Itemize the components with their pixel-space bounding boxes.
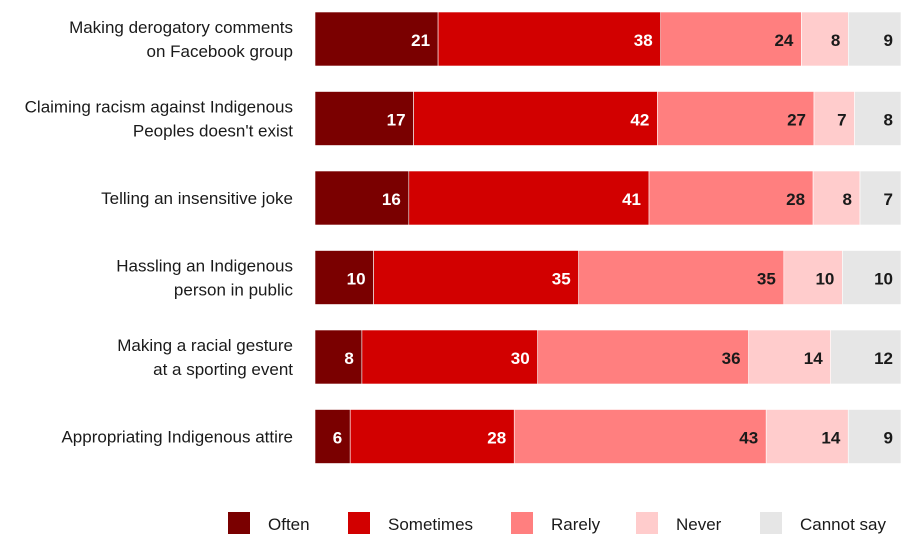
- bar-segment: [413, 91, 658, 146]
- data-label: 12: [874, 349, 893, 368]
- data-label: 9: [884, 429, 893, 448]
- bar-segment: [830, 329, 902, 385]
- legend-swatch: [228, 512, 250, 534]
- legend-label: Never: [676, 515, 722, 534]
- bar-segment: [314, 11, 439, 67]
- category-label: Appropriating Indigenous attire: [61, 428, 293, 447]
- data-label: 9: [884, 31, 893, 50]
- bar-segment: [812, 170, 861, 226]
- bar-segment: [314, 170, 410, 226]
- data-label: 6: [333, 429, 342, 448]
- data-label: 8: [843, 190, 852, 209]
- bar-segment: [349, 409, 515, 464]
- legend-swatch: [760, 512, 782, 534]
- bars-group: 21 38 24 8 9 17 42 27 7 8 16 41 28 8 7 10 35 35 10 10 8 30 36 1…: [314, 11, 902, 464]
- data-label: 10: [874, 270, 893, 289]
- bar-segment: [437, 11, 662, 67]
- data-label: 36: [722, 349, 741, 368]
- bar-segment: [373, 250, 580, 305]
- legend-swatch: [636, 512, 658, 534]
- bar-segment: [656, 91, 815, 146]
- bar-segment: [314, 409, 351, 464]
- data-label: 7: [837, 111, 846, 130]
- bar-segment: [408, 170, 650, 226]
- legend-label: Rarely: [551, 515, 601, 534]
- category-label: Peoples doesn't exist: [133, 122, 293, 141]
- bar-segment: [314, 91, 414, 146]
- data-label: 38: [634, 31, 653, 50]
- data-label: 21: [411, 31, 430, 50]
- bar-segment: [513, 409, 767, 464]
- data-label: 35: [757, 270, 776, 289]
- category-label: Hassling an Indigenous: [116, 257, 293, 276]
- data-label: 28: [487, 429, 506, 448]
- data-label: 30: [511, 349, 530, 368]
- category-label: at a sporting event: [153, 360, 293, 379]
- category-labels: Making derogatory comments on Facebook gr…: [25, 18, 294, 447]
- data-label: 17: [387, 111, 406, 130]
- legend-label: Cannot say: [800, 515, 886, 534]
- bar-segment: [854, 91, 902, 146]
- data-label: 16: [382, 190, 401, 209]
- bar-segment: [847, 11, 902, 67]
- data-label: 42: [630, 111, 649, 130]
- bar-segment: [847, 409, 902, 464]
- category-label: on Facebook group: [147, 42, 294, 61]
- bar-segment: [765, 409, 849, 464]
- bar-segment: [783, 250, 843, 305]
- category-label: Making a racial gesture: [117, 336, 293, 355]
- data-label: 14: [821, 429, 840, 448]
- category-label: person in public: [174, 281, 294, 300]
- bar-segment: [314, 250, 374, 305]
- data-label: 35: [552, 270, 571, 289]
- data-label: 7: [884, 190, 893, 209]
- bar-segment: [859, 170, 902, 226]
- bar-segment: [842, 250, 902, 305]
- legend-label: Often: [268, 515, 310, 534]
- legend: Often Sometimes Rarely Never Cannot say: [228, 512, 886, 534]
- data-label: 27: [787, 111, 806, 130]
- data-label: 8: [884, 111, 893, 130]
- category-label: Telling an insensitive joke: [101, 189, 293, 208]
- category-label: Making derogatory comments: [69, 18, 293, 37]
- data-label: 8: [831, 31, 840, 50]
- legend-swatch: [511, 512, 533, 534]
- bar-segment: [648, 170, 814, 226]
- data-label: 10: [815, 270, 834, 289]
- bar-segment: [537, 329, 750, 385]
- legend-label: Sometimes: [388, 515, 473, 534]
- data-label: 43: [739, 429, 758, 448]
- data-label: 10: [347, 270, 366, 289]
- bar-segment: [813, 91, 855, 146]
- data-label: 8: [344, 349, 353, 368]
- bar-segment: [314, 329, 363, 385]
- bar-segment: [660, 11, 802, 67]
- bar-segment: [361, 329, 538, 385]
- data-label: 24: [774, 31, 793, 50]
- bar-segment: [801, 11, 849, 67]
- data-label: 28: [786, 190, 805, 209]
- data-label: 41: [622, 190, 641, 209]
- category-label: Claiming racism against Indigenous: [25, 98, 293, 117]
- data-label: 14: [804, 349, 823, 368]
- bar-segment: [578, 250, 785, 305]
- legend-swatch: [348, 512, 370, 534]
